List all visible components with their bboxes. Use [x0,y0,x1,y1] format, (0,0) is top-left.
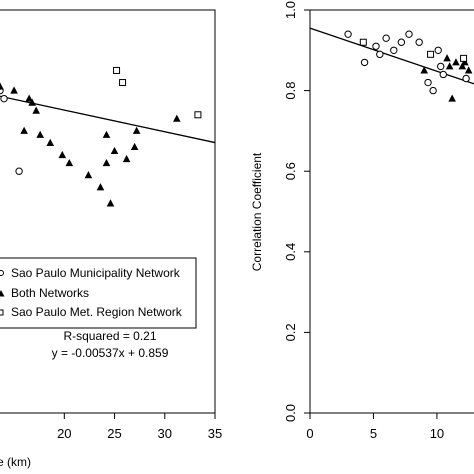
point-both-networks [65,158,74,167]
point-both-networks [20,126,28,134]
right-x-tick-label: 5 [370,426,377,441]
point-both-networks [36,130,44,138]
left-x-tick-label: 35 [208,426,222,441]
y-tick-label: 0.6 [283,162,298,180]
equation-annotation: y = -0.00537x + 0.859 [52,346,169,360]
point-met-region [119,79,127,87]
point-municipality [462,74,470,83]
point-both-networks [464,66,473,74]
left-panel: 20 25 30 35 e (km) Sao Paulo Municipality N… [0,9,222,469]
point-both-networks [0,82,4,90]
legend: Sao Paulo Municipality Network Both Netw… [0,257,197,329]
point-both-networks [10,86,18,94]
point-both-networks [102,130,111,138]
point-both-networks [173,114,181,122]
point-municipality [424,78,432,87]
legend-square-icon [0,309,4,316]
point-both-networks [46,138,55,146]
legend-item-both: Both Networks [11,286,89,300]
point-both-networks [452,58,460,66]
point-municipality [434,46,442,54]
point-both-networks [445,62,454,70]
left-plot-frame [0,9,216,414]
point-both-networks [28,98,36,106]
point-both-networks [122,154,131,163]
right-plot-frame [309,9,474,414]
point-both-networks [110,146,119,155]
left-x-ticks: 20 25 30 35 [57,413,222,441]
point-both-networks [443,54,451,62]
point-met-region [427,50,435,58]
left-x-axis-label: e (km) [0,455,31,469]
right-y-ticks: 0.0 0.2 0.4 0.6 0.8 1.0 [283,1,310,422]
right-x-tick-label: 10 [430,426,444,441]
y-tick-label: 0.8 [283,82,298,100]
legend-item-municipality: Sao Paulo Municipality Network [11,266,181,280]
legend-item-met-region: Sao Paulo Met. Region Network [11,305,183,319]
point-municipality [372,42,380,50]
left-x-tick-label: 30 [158,426,172,441]
point-municipality [439,70,447,79]
right-x-ticks: 0 5 10 [306,413,444,441]
point-both-networks [420,66,429,74]
y-tick-label: 1.0 [283,1,298,19]
point-met-region [460,54,468,62]
r-squared-annotation: R-squared = 0.21 [63,329,156,343]
right-x-tick-label: 0 [306,426,313,441]
point-both-networks [84,171,93,179]
point-both-networks [102,158,111,167]
point-municipality [429,86,437,95]
point-municipality [397,38,406,46]
point-municipality [390,46,398,54]
point-municipality [360,58,369,67]
point-municipality [15,167,23,175]
point-municipality [415,38,423,46]
legend-box [0,257,197,329]
point-both-networks [448,94,456,102]
point-both-networks [25,94,33,102]
point-both-networks [58,150,67,159]
point-met-region [194,111,202,119]
point-municipality [382,34,390,42]
point-municipality [437,62,445,71]
point-both-networks [96,183,105,191]
y-tick-label: 0.4 [283,243,298,261]
y-tick-label: 0.0 [283,404,298,422]
point-municipality [376,50,384,59]
point-both-networks [132,126,141,134]
legend-triangle-icon [0,290,5,297]
left-x-tick-label: 20 [57,426,71,441]
legend-circle-icon [0,270,4,276]
y-tick-label: 0.2 [283,323,298,341]
right-data-points [344,30,473,102]
point-municipality [344,30,352,38]
point-both-networks [458,62,467,70]
point-both-networks [106,199,115,207]
right-panel: 0 5 10 0.0 0.2 0.4 0.6 0.8 1.0 Correlation Coef… [250,1,474,441]
point-met-region [113,66,121,74]
left-data-points [0,66,202,207]
point-municipality [0,94,8,103]
y-axis-label: Correlation Coefficient [250,152,264,271]
left-x-tick-label: 25 [107,426,121,441]
point-both-networks [130,142,139,151]
left-regression-line [0,95,216,144]
point-both-networks [32,106,40,114]
point-met-region [359,38,367,46]
right-regression-line [309,27,474,85]
point-municipality [405,30,413,38]
